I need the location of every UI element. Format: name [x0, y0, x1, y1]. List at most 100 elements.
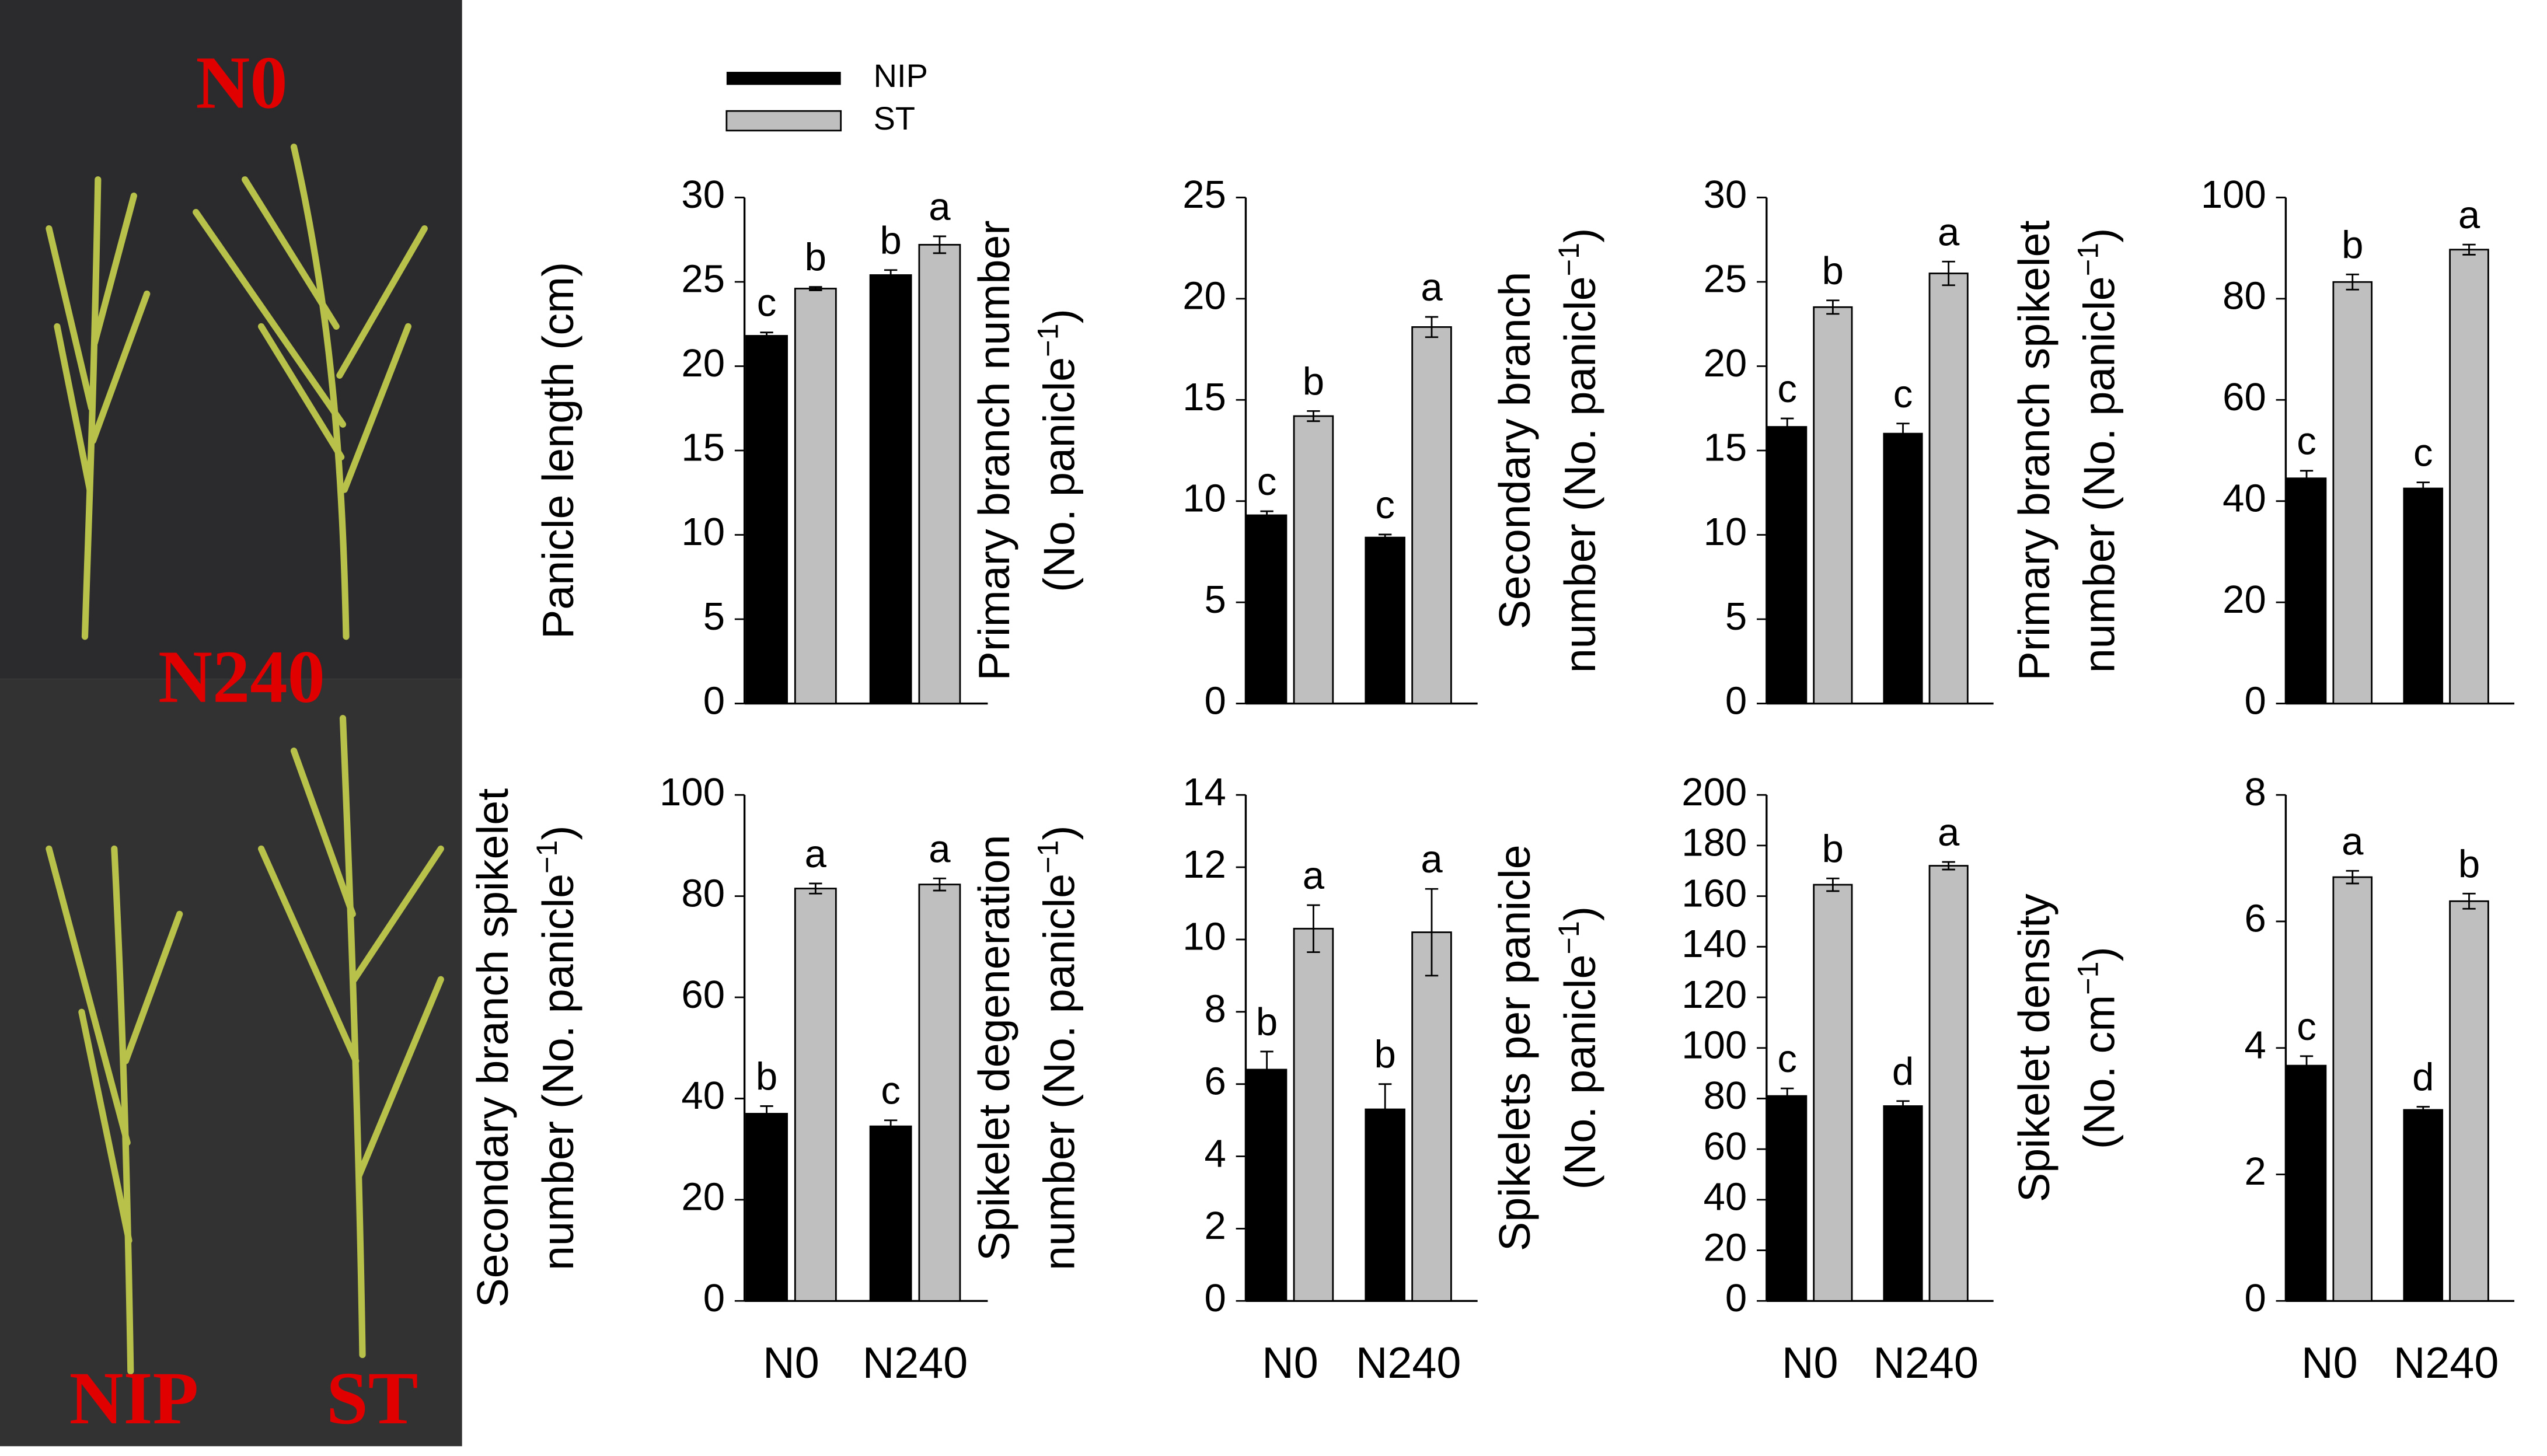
y-tick-label: 200	[1681, 770, 1747, 814]
photo: N0 N240 NIP ST	[0, 0, 462, 1447]
y-axis-label: number (No. panicle−1)	[1552, 228, 1605, 673]
y-tick-label: 4	[1205, 1132, 1226, 1175]
bar	[1883, 432, 1923, 704]
y-tick-label: 40	[1704, 1175, 1747, 1219]
y-tick-label: 6	[1205, 1059, 1226, 1103]
y-axis-label: (No. panicle−1)	[1031, 309, 1084, 592]
y-axis-label-text: (No. cm	[2075, 995, 2124, 1149]
error-bar	[760, 1105, 773, 1122]
bar	[1246, 1069, 1288, 1302]
photo-label: N0	[196, 41, 287, 124]
significance-letter: b	[1822, 827, 1844, 871]
panel: 0 20 40 60 80 100 120 140 160 180 200 c d b a N0 N240 Spi…	[1491, 770, 1994, 1388]
bar	[1246, 514, 1288, 704]
significance-letter: c	[1777, 367, 1797, 411]
y-axis-label-text: number (No. panicle	[1035, 874, 1084, 1270]
significance-letter: a	[1421, 837, 1443, 881]
error-bar	[884, 269, 898, 281]
bar	[1928, 273, 1969, 704]
bar	[2403, 487, 2444, 704]
y-tick-label: 20	[2222, 578, 2266, 621]
y-tick-label: 14	[1182, 770, 1226, 814]
bar	[2332, 876, 2373, 1302]
error-bar	[1307, 410, 1320, 423]
y-tick-label: 10	[1182, 915, 1226, 959]
y-tick-label: 0	[1725, 679, 1747, 722]
error-bar	[809, 286, 822, 291]
panel: 0 2 4 6 8 10 12 14 b b a a N0 N240 Spikelet degenerati…	[970, 770, 1478, 1388]
photo-bottom	[0, 679, 462, 1447]
significance-letter: d	[1892, 1050, 1914, 1094]
y-axis-label-text: )	[1035, 825, 1084, 840]
error-bar	[1307, 904, 1320, 953]
x-tick-label: N240	[1356, 1339, 1461, 1388]
significance-letter: a	[2458, 193, 2480, 237]
panel: 0 20 40 60 80 100 b c a a N0 N240 Secondary branch s…	[469, 770, 988, 1388]
y-tick-label: 100	[2201, 173, 2266, 217]
y-tick-label: 10	[1704, 510, 1747, 554]
error-bar	[933, 235, 947, 254]
significance-letter: c	[2297, 1005, 2316, 1049]
y-tick-label: 15	[681, 426, 725, 470]
y-axis-label-text: )	[1035, 309, 1084, 323]
bar	[2449, 900, 2489, 1302]
y-axis-label: Secondary branch	[1491, 272, 1540, 630]
bar	[2286, 477, 2327, 704]
significance-letter: c	[1893, 372, 1913, 416]
y-axis-label-text: number (No. panicle	[534, 874, 583, 1270]
significance-letter: b	[1303, 359, 1324, 403]
y-axis-label: number (No. panicle−1)	[530, 825, 583, 1270]
y-axis-label: Primary branch number	[970, 221, 1019, 681]
bar	[1293, 927, 1334, 1302]
error-bar	[1378, 1083, 1392, 1136]
y-tick-label: 60	[681, 973, 725, 1017]
error-bar	[1826, 299, 1840, 315]
error-bar	[1942, 260, 1955, 287]
y-tick-label: 20	[681, 1175, 725, 1219]
bar	[745, 1113, 788, 1302]
error-bar	[2346, 273, 2359, 291]
error-bar	[1378, 533, 1392, 542]
y-tick-label: 12	[1182, 843, 1226, 886]
y-tick-label: 160	[1681, 871, 1747, 915]
y-tick-label: 25	[1182, 173, 1226, 217]
x-tick-label: N240	[2394, 1339, 2499, 1388]
y-axis-label: Spikelet degeneration	[970, 835, 1019, 1261]
y-axis-label: Spikelet density	[2010, 893, 2059, 1202]
y-axis-label: (No. panicle−1)	[1552, 906, 1605, 1189]
x-tick-label: N0	[1262, 1339, 1318, 1388]
significance-letter: b	[1374, 1033, 1396, 1077]
y-axis-label-sup: −1	[1552, 921, 1585, 954]
error-bar	[2300, 1055, 2314, 1076]
error-bar	[1826, 877, 1840, 892]
legend-label: NIP	[874, 57, 928, 94]
significance-letter: d	[2412, 1056, 2434, 1099]
significance-letter: c	[757, 281, 777, 325]
error-bar	[2462, 892, 2476, 910]
bar	[1293, 415, 1334, 704]
error-bar	[2416, 481, 2430, 495]
significance-letter: b	[2342, 223, 2363, 267]
error-bar	[2300, 470, 2314, 487]
y-tick-label: 60	[2222, 375, 2266, 419]
y-tick-label: 0	[1205, 679, 1226, 722]
significance-letter: b	[1822, 249, 1844, 293]
y-tick-label: 60	[1704, 1125, 1747, 1168]
y-axis-label-sup: −1	[2071, 961, 2105, 994]
y-tick-label: 20	[1704, 341, 1747, 385]
y-axis-label-text: )	[2075, 228, 2124, 243]
x-tick-label: N0	[2301, 1339, 2358, 1388]
y-tick-label: 5	[703, 595, 725, 638]
y-tick-label: 5	[1725, 595, 1747, 638]
legend-swatch	[726, 72, 841, 85]
error-bar	[2416, 1106, 2430, 1114]
y-axis-label-text: )	[534, 825, 583, 840]
significance-letter: a	[805, 832, 827, 876]
y-tick-label: 4	[2244, 1023, 2266, 1067]
y-tick-label: 10	[1182, 476, 1226, 520]
y-tick-label: 5	[1205, 578, 1226, 621]
y-axis-label-text: )	[1556, 228, 1605, 243]
significance-letter: b	[756, 1055, 777, 1098]
bar	[1813, 306, 1853, 704]
